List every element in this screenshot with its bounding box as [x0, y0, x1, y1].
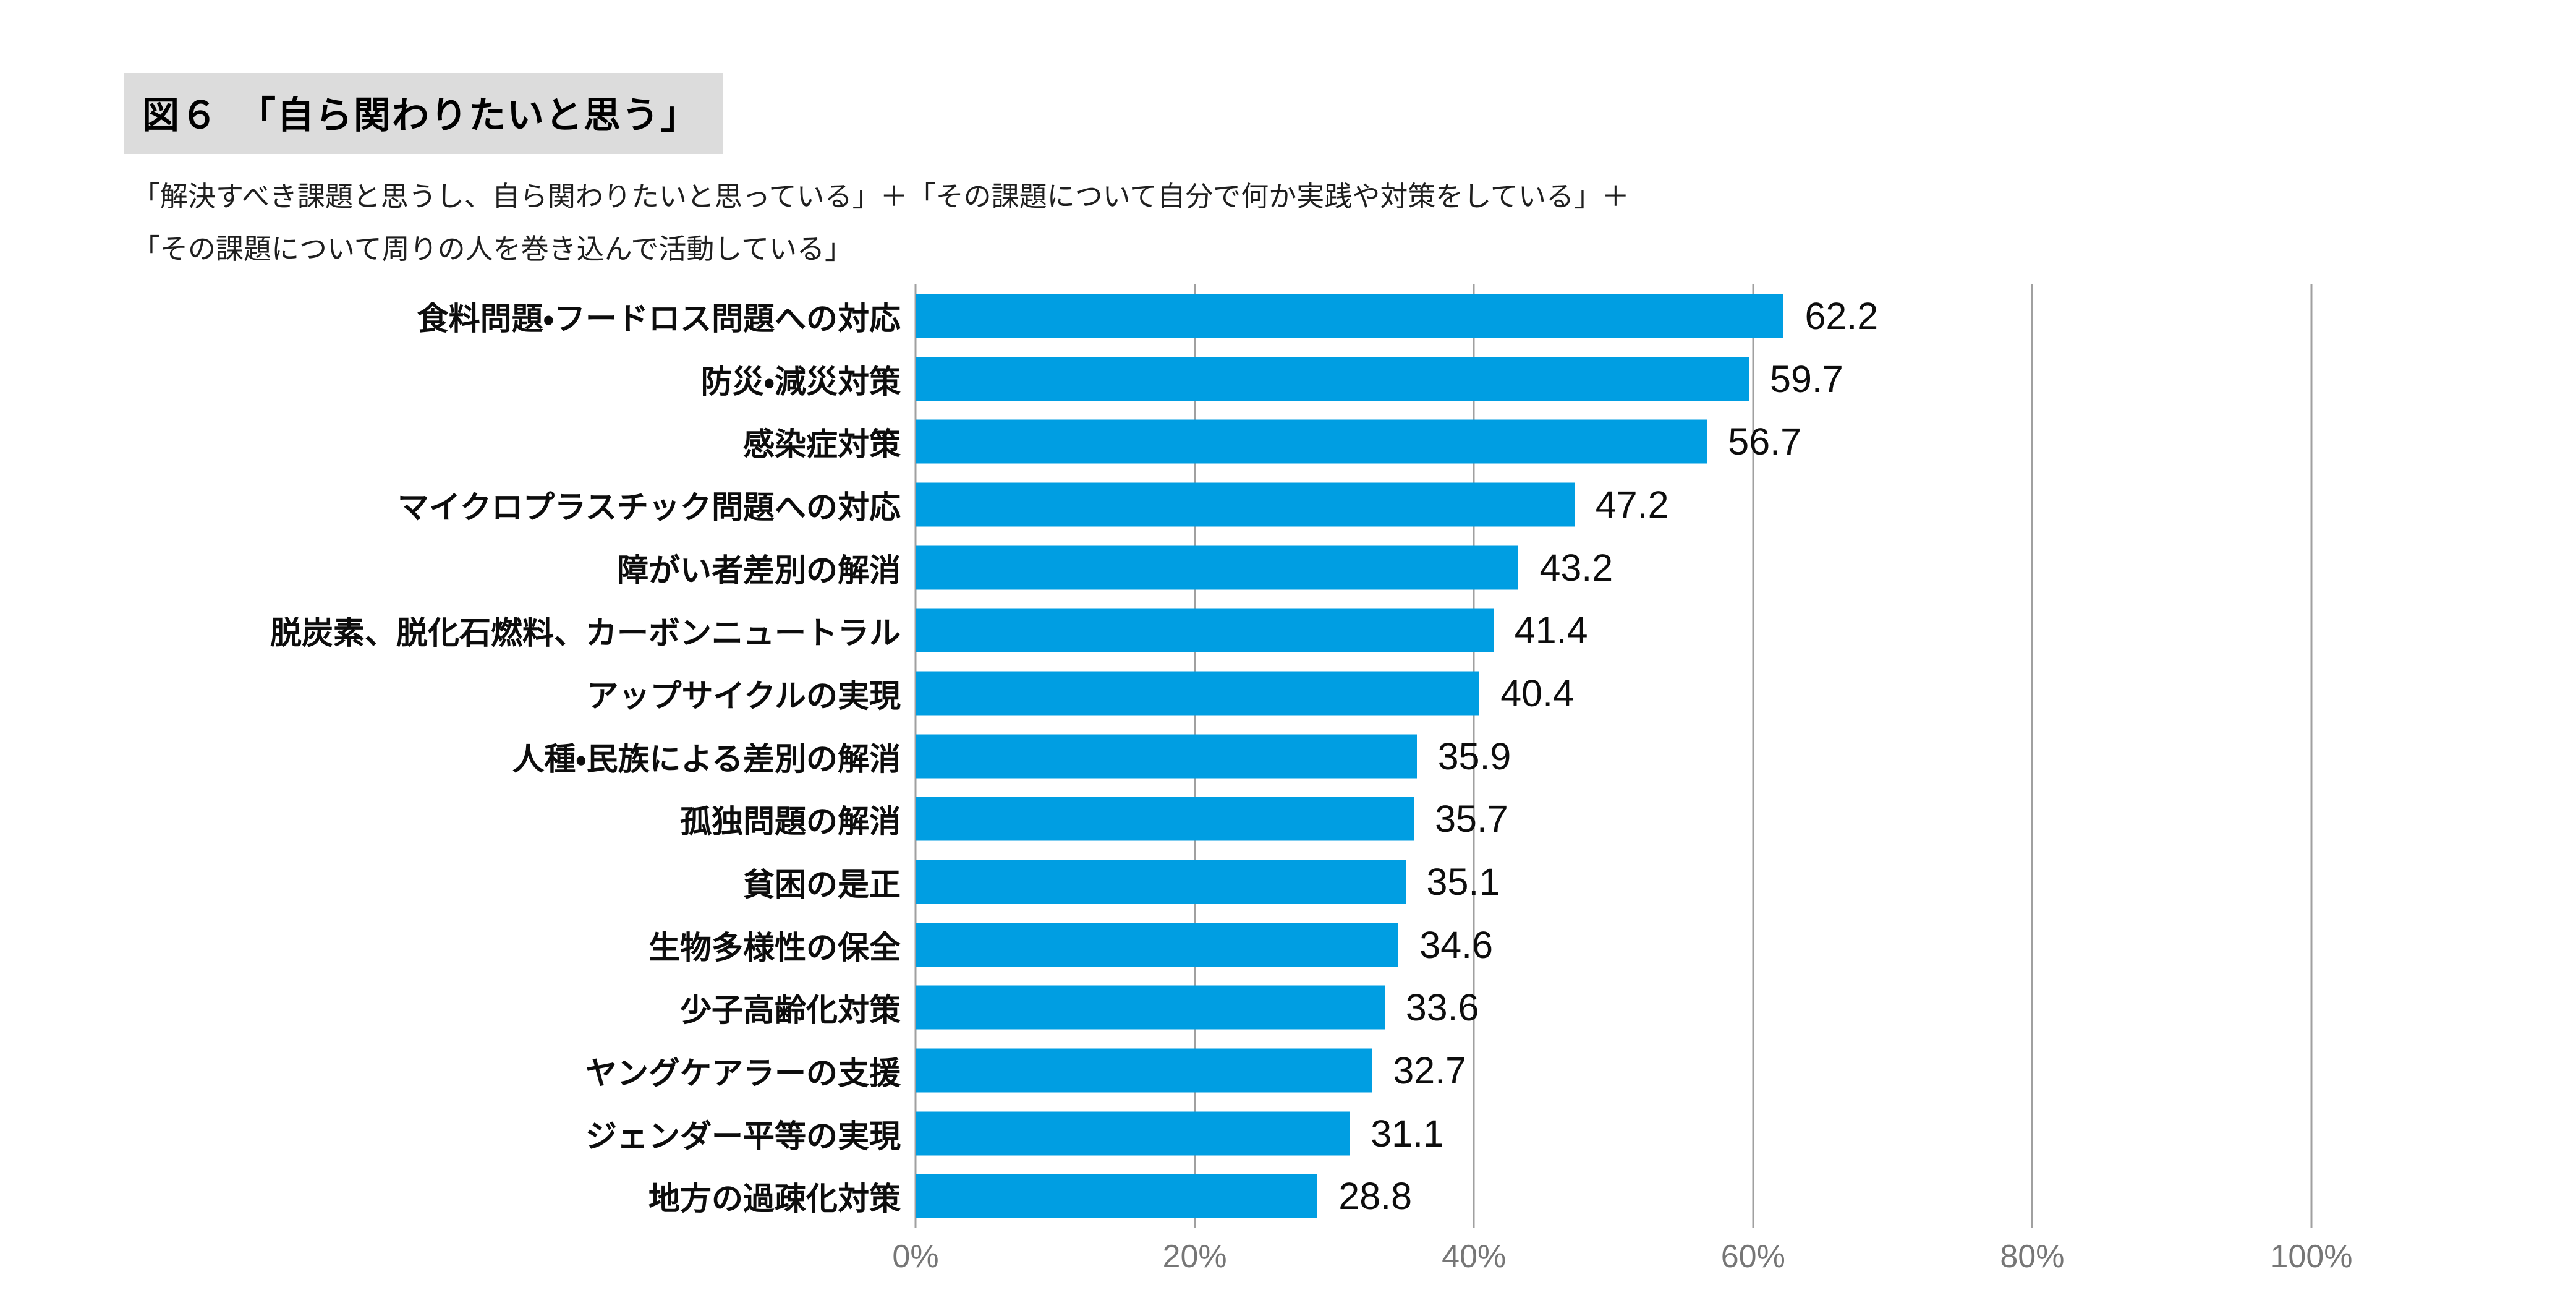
chart-row: ジェンダー平等の実現 31.1 — [0, 1102, 2311, 1165]
bar-track: 35.7 — [916, 787, 2311, 850]
bar-track: 35.1 — [916, 850, 2311, 913]
category-label: 少子高齢化対策 — [679, 993, 901, 1028]
bar — [916, 1111, 1350, 1156]
value-label: 47.2 — [1595, 483, 1669, 526]
bar — [916, 797, 1414, 841]
value-label: 40.4 — [1500, 672, 1574, 714]
figure-subtitle-line-2: 「その課題について周りの人を巻き込んで活動している」 — [132, 233, 853, 265]
chart-row: 貧困の是正 35.1 — [0, 850, 2311, 913]
category-label: 防災・減災対策 — [700, 364, 901, 400]
bar-track: 56.7 — [916, 410, 2311, 473]
category-label: 地方の過疎化対策 — [648, 1181, 901, 1217]
chart-rows: 食料問題・フードロス問題への対応 62.2 防災・減災対策 59.7 感染症対策 56.7… — [0, 284, 2311, 1228]
figure-subtitle: 「解決すべき課題と思うし、自ら関わりたいと思っている」＋「その課題について自分で… — [132, 171, 1630, 275]
chart-row: 少子高齢化対策 33.6 — [0, 976, 2311, 1039]
value-label: 43.2 — [1539, 546, 1613, 589]
category-label: アップサイクルの実現 — [587, 678, 901, 714]
category-label: 孤独問題の解消 — [679, 804, 901, 840]
bar-track: 33.6 — [916, 976, 2311, 1039]
bar — [916, 357, 1749, 401]
x-axis-tick-label: 40% — [1442, 1239, 1507, 1275]
chart-row: 地方の過疎化対策 28.8 — [0, 1164, 2311, 1228]
x-axis-tick-label: 60% — [1720, 1239, 1785, 1275]
category-label: 脱炭素、脱化石燃料、カーボンニュートラル — [270, 615, 901, 651]
bar — [916, 1048, 1372, 1093]
bar — [916, 545, 1519, 590]
bar-track: 40.4 — [916, 662, 2311, 725]
value-label: 35.9 — [1437, 735, 1511, 777]
value-label: 56.7 — [1728, 421, 1802, 463]
value-label: 62.2 — [1804, 294, 1879, 337]
gridline — [1752, 284, 1754, 1228]
bar-track: 28.8 — [916, 1164, 2311, 1228]
value-label: 35.1 — [1426, 860, 1500, 903]
value-label: 35.7 — [1435, 798, 1508, 840]
bar — [916, 482, 1575, 527]
chart-row: マイクロプラスチック問題への対応 47.2 — [0, 473, 2311, 536]
x-axis-tick-label: 100% — [2270, 1239, 2353, 1275]
bar-track: 47.2 — [916, 473, 2311, 536]
value-label: 41.4 — [1514, 609, 1588, 652]
category-label: 感染症対策 — [742, 427, 901, 463]
chart-row: 食料問題・フードロス問題への対応 62.2 — [0, 284, 2311, 348]
chart-row: 脱炭素、脱化石燃料、カーボンニュートラル 41.4 — [0, 599, 2311, 662]
category-label: 人種・民族による差別の解消 — [512, 741, 901, 777]
bar-track: 34.6 — [916, 913, 2311, 976]
bar — [916, 923, 1399, 967]
bar — [916, 985, 1385, 1030]
chart-row: ヤングケアラーの支援 32.7 — [0, 1039, 2311, 1102]
bar-track: 41.4 — [916, 599, 2311, 662]
chart-row: 障がい者差別の解消 43.2 — [0, 536, 2311, 599]
x-axis: 0% 20% 40% 60% 80% 100% — [892, 1238, 2352, 1288]
category-label: マイクロプラスチック問題への対応 — [397, 489, 901, 525]
category-label: 食料問題・フードロス問題への対応 — [417, 301, 901, 336]
bar-track: 31.1 — [916, 1102, 2311, 1165]
bar-track: 35.9 — [916, 725, 2311, 788]
category-label: ヤングケアラーの支援 — [585, 1055, 901, 1091]
bar-track: 43.2 — [916, 536, 2311, 599]
bar-track: 62.2 — [916, 284, 2311, 348]
chart-row: アップサイクルの実現 40.4 — [0, 662, 2311, 725]
bar — [916, 860, 1406, 904]
bar — [916, 734, 1417, 779]
value-label: 32.7 — [1393, 1049, 1467, 1092]
gridline — [1473, 284, 1475, 1228]
chart-row: 感染症対策 56.7 — [0, 410, 2311, 473]
value-label: 33.6 — [1405, 986, 1479, 1029]
chart-row: 人種・民族による差別の解消 35.9 — [0, 725, 2311, 788]
bar — [916, 419, 1707, 464]
category-label: ジェンダー平等の実現 — [585, 1118, 901, 1154]
bar — [916, 608, 1494, 652]
category-label: 障がい者差別の解消 — [616, 552, 901, 588]
chart-row: 生物多様性の保全 34.6 — [0, 913, 2311, 976]
bar — [916, 1174, 1318, 1218]
value-label: 31.1 — [1371, 1112, 1444, 1155]
bar-track: 59.7 — [916, 348, 2311, 411]
chart-row: 防災・減災対策 59.7 — [0, 348, 2311, 411]
bar-track: 32.7 — [916, 1039, 2311, 1102]
bar — [916, 294, 1784, 338]
value-label: 28.8 — [1338, 1175, 1413, 1218]
x-axis-tick-label: 0% — [892, 1239, 939, 1275]
x-axis-tick-label: 20% — [1162, 1239, 1227, 1275]
bar — [916, 671, 1480, 716]
figure-subtitle-line-1: 「解決すべき課題と思うし、自ら関わりたいと思っている」＋「その課題について自分で… — [132, 181, 1630, 212]
chart-row: 孤独問題の解消 35.7 — [0, 787, 2311, 850]
gridline — [2031, 284, 2033, 1228]
value-label: 34.6 — [1419, 923, 1493, 966]
x-axis-tick-label: 80% — [2000, 1239, 2065, 1275]
value-label: 59.7 — [1770, 357, 1843, 400]
category-label: 生物多様性の保全 — [648, 929, 901, 965]
figure-title: 図６ 「自ら関わりたいと思う」 — [124, 73, 723, 154]
category-label: 貧困の是正 — [742, 866, 901, 902]
gridline — [2310, 284, 2313, 1228]
